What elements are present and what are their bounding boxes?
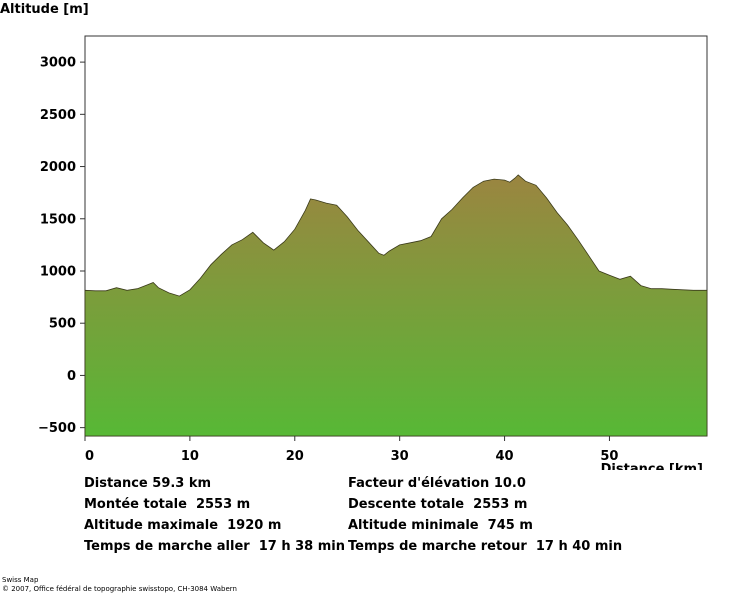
stat-total-ascent: Montée totale 2553 m	[84, 497, 250, 512]
stat-distance: Distance 59.3 km	[84, 476, 211, 491]
y-tick-label: −500	[38, 421, 76, 436]
y-tick-label: 2500	[40, 108, 76, 123]
stat-label: Facteur d'élévation	[348, 476, 490, 491]
stat-value: 1920 m	[227, 518, 282, 533]
x-tick-label: 10	[181, 449, 199, 464]
stat-total-descent: Descente totale 2553 m	[348, 497, 527, 512]
stat-label: Altitude maximale	[84, 518, 219, 533]
stat-label: Temps de marche retour	[348, 539, 527, 554]
stat-elevation-factor: Facteur d'élévation 10.0	[348, 476, 526, 491]
stat-value: 17 h 40 min	[535, 539, 623, 554]
stat-value: 17 h 38 min	[258, 539, 346, 554]
x-tick-label: 20	[286, 449, 304, 464]
route-stats: Distance 59.3 km Facteur d'élévation 10.…	[0, 470, 732, 560]
stat-label: Distance	[84, 476, 148, 491]
x-tick-label: 50	[600, 449, 618, 464]
stat-label: Temps de marche aller	[84, 539, 250, 554]
stat-value: 2553 m	[473, 497, 528, 512]
stat-max-altitude: Altitude maximale 1920 m	[84, 518, 281, 533]
stat-label: Altitude minimale	[348, 518, 479, 533]
stat-label: Montée totale	[84, 497, 187, 512]
y-tick-label: 0	[67, 369, 76, 384]
footer-copyright: © 2007, Office fédéral de topographie sw…	[2, 585, 237, 593]
stat-label: Descente totale	[348, 497, 465, 512]
stat-value: 10.0	[493, 476, 526, 491]
y-tick-label: 500	[49, 317, 76, 332]
stat-value: 59.3 km	[152, 476, 212, 491]
y-axis-label: Altitude [m]	[0, 2, 89, 17]
y-tick-label: 1000	[40, 264, 76, 279]
x-tick-label: 30	[391, 449, 409, 464]
footer-title: Swiss Map	[2, 576, 39, 584]
y-tick-label: 3000	[40, 56, 76, 71]
x-tick-label: 40	[496, 449, 514, 464]
elevation-chart: −500 0 500 1000 1500 2000 2500 3000 0 10 20 30 40 50…	[0, 2, 708, 470]
y-tick-label: 1500	[40, 212, 76, 227]
stat-value: 745 m	[487, 518, 533, 533]
stat-value: 2553 m	[195, 497, 251, 512]
stat-walk-time-return: Temps de marche retour 17 h 40 min	[348, 539, 622, 554]
x-axis-label: Distance [km]	[601, 462, 703, 470]
stat-min-altitude: Altitude minimale 745 m	[348, 518, 533, 533]
x-tick-label: 0	[85, 449, 94, 464]
stat-walk-time-out: Temps de marche aller 17 h 38 min	[84, 539, 345, 554]
y-tick-label: 2000	[40, 160, 76, 175]
elevation-area	[84, 174, 708, 437]
